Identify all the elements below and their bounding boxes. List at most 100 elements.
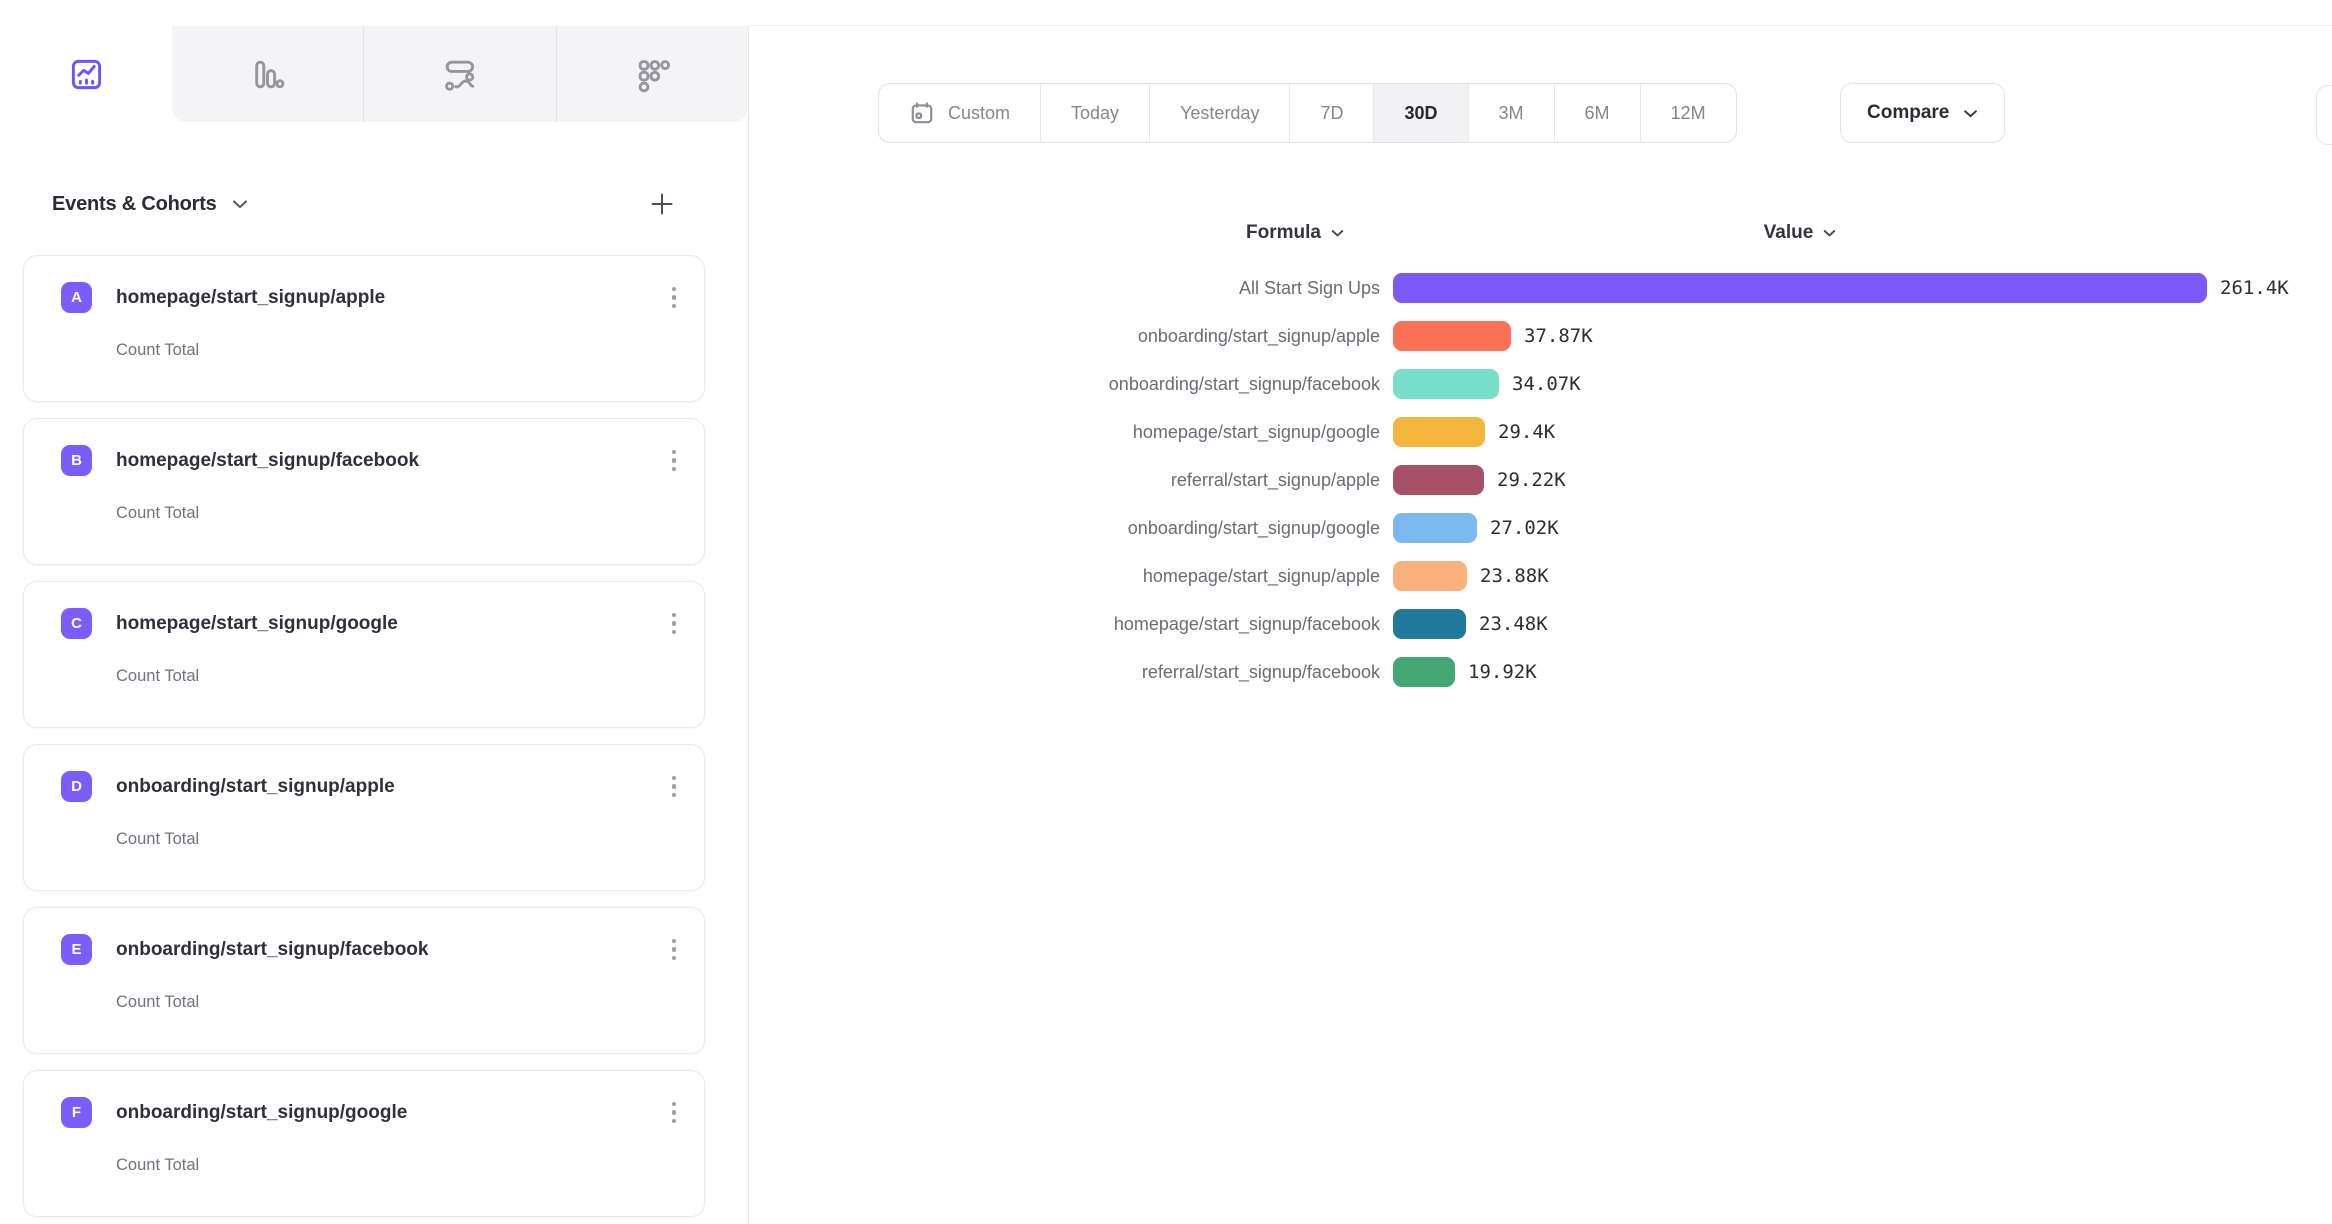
bar[interactable] [1393, 465, 1484, 495]
bar[interactable] [1393, 369, 1499, 399]
event-letter-badge: E [61, 934, 92, 965]
event-letter-badge: D [61, 771, 92, 802]
top-divider [0, 25, 2332, 26]
chart-row: All Start Sign Ups 261.4K [749, 264, 2289, 312]
event-card[interactable]: C homepage/start_signup/google Count Tot… [23, 581, 705, 728]
bar[interactable] [1393, 273, 2207, 303]
date-option-today[interactable]: Today [1040, 84, 1149, 142]
compare-label: Compare [1867, 102, 1950, 123]
chart-row: referral/start_signup/facebook 19.92K [749, 648, 2289, 696]
date-option-custom[interactable]: Custom [879, 84, 1040, 142]
formula-column-header[interactable]: Formula [749, 222, 1380, 244]
chart-row: homepage/start_signup/google 29.4K [749, 408, 2289, 456]
event-letter-badge: B [61, 445, 92, 476]
series-label: onboarding/start_signup/facebook [1108, 373, 1380, 394]
bar[interactable] [1393, 513, 1477, 543]
event-title[interactable]: homepage/start_signup/facebook [116, 449, 420, 471]
event-title[interactable]: homepage/start_signup/apple [116, 286, 386, 308]
events-cohorts-header: Events & Cohorts [52, 184, 705, 224]
event-card[interactable]: F onboarding/start_signup/google Count T… [23, 1070, 705, 1217]
tab-flows[interactable] [363, 26, 555, 122]
chart-row: onboarding/start_signup/google 27.02K [749, 504, 2289, 552]
event-card[interactable]: E onboarding/start_signup/facebook Count… [23, 907, 705, 1054]
chart-row: homepage/start_signup/apple 23.88K [749, 552, 2289, 600]
retention-icon [634, 56, 671, 93]
compare-button[interactable]: Compare [1840, 83, 2006, 143]
date-range-segmented-control: Custom Today Yesterday 7D 30D 3M 6M 12M [878, 83, 1737, 143]
event-measure[interactable]: Count Total [116, 341, 200, 359]
event-title[interactable]: onboarding/start_signup/google [116, 1101, 408, 1123]
bar-wrap: 37.87K [1393, 321, 1593, 351]
series-label: onboarding/start_signup/apple [1137, 325, 1380, 346]
bar-wrap: 27.02K [1393, 513, 1559, 543]
chevron-down-icon [1823, 229, 1836, 237]
bar[interactable] [1393, 561, 1467, 591]
inactive-tab-group [172, 26, 748, 122]
series-label: homepage/start_signup/facebook [1113, 613, 1380, 634]
bar-value: 261.4K [2220, 277, 2289, 299]
chart-row: referral/start_signup/apple 29.22K [749, 456, 2289, 504]
event-card-header: A homepage/start_signup/apple [61, 282, 678, 313]
event-measure[interactable]: Count Total [116, 667, 200, 685]
tab-insights-line-chart[interactable] [0, 26, 172, 122]
event-title[interactable]: onboarding/start_signup/apple [116, 775, 395, 797]
bar[interactable] [1393, 417, 1485, 447]
bar-value: 34.07K [1512, 373, 1581, 395]
event-card[interactable]: B homepage/start_signup/facebook Count T… [23, 418, 705, 565]
calendar-icon [909, 100, 935, 126]
kebab-menu-icon[interactable] [670, 772, 679, 802]
section-title[interactable]: Events & Cohorts [52, 192, 217, 215]
value-header-label: Value [1763, 222, 1814, 243]
event-card-list: A homepage/start_signup/apple Count Tota… [23, 255, 705, 1224]
series-label: homepage/start_signup/apple [1142, 565, 1380, 586]
value-column-header[interactable]: Value [1393, 222, 2207, 244]
bar-chart-icon [249, 56, 286, 93]
event-title[interactable]: onboarding/start_signup/facebook [116, 938, 429, 960]
add-event-button[interactable] [647, 189, 677, 219]
tab-bar-chart[interactable] [172, 26, 363, 122]
date-option-3m[interactable]: 3M [1467, 84, 1554, 142]
kebab-menu-icon[interactable] [670, 1098, 679, 1128]
series-label: homepage/start_signup/google [1132, 421, 1380, 442]
event-card-header: B homepage/start_signup/facebook [61, 445, 678, 476]
bar-wrap: 29.4K [1393, 417, 1555, 447]
bar-value: 29.22K [1497, 469, 1566, 491]
date-option-7d[interactable]: 7D [1289, 84, 1373, 142]
event-measure[interactable]: Count Total [116, 993, 200, 1011]
event-measure[interactable]: Count Total [116, 504, 200, 522]
kebab-menu-icon[interactable] [670, 609, 679, 639]
date-option-30d[interactable]: 30D [1373, 84, 1468, 142]
chart-column-headers: Formula Value [749, 222, 2207, 244]
event-measure[interactable]: Count Total [116, 830, 200, 848]
plus-icon [649, 191, 675, 217]
bar[interactable] [1393, 321, 1511, 351]
chevron-down-icon [1331, 229, 1344, 237]
event-title[interactable]: homepage/start_signup/google [116, 612, 398, 634]
horizontal-bar-chart: All Start Sign Ups 261.4K onboarding/sta… [749, 264, 2289, 696]
event-card[interactable]: A homepage/start_signup/apple Count Tota… [23, 255, 705, 402]
tab-retention[interactable] [555, 26, 748, 122]
kebab-menu-icon[interactable] [670, 283, 679, 313]
chevron-down-icon[interactable] [232, 199, 248, 209]
event-card-header: F onboarding/start_signup/google [61, 1097, 678, 1128]
date-option-6m[interactable]: 6M [1553, 84, 1640, 142]
bar-value: 37.87K [1524, 325, 1593, 347]
bar[interactable] [1393, 657, 1455, 687]
bar-wrap: 34.07K [1393, 369, 1581, 399]
bar-value: 19.92K [1468, 661, 1537, 683]
bar[interactable] [1393, 609, 1466, 639]
event-card[interactable]: D onboarding/start_signup/apple Count To… [23, 744, 705, 891]
event-measure[interactable]: Count Total [116, 1156, 200, 1174]
query-sidebar: Events & Cohorts A homepage/start_signup… [0, 0, 748, 1224]
chart-type-tabbar [0, 26, 748, 122]
bar-value: 23.48K [1479, 613, 1548, 635]
event-card-header: D onboarding/start_signup/apple [61, 771, 678, 802]
date-option-yesterday[interactable]: Yesterday [1149, 84, 1289, 142]
bar-wrap: 261.4K [1393, 273, 2289, 303]
clipped-button-edge[interactable] [2316, 85, 2332, 145]
report-canvas: Custom Today Yesterday 7D 30D 3M 6M 12M … [749, 0, 2332, 1224]
date-option-12m[interactable]: 12M [1639, 84, 1736, 142]
kebab-menu-icon[interactable] [670, 446, 679, 476]
kebab-menu-icon[interactable] [670, 935, 679, 965]
